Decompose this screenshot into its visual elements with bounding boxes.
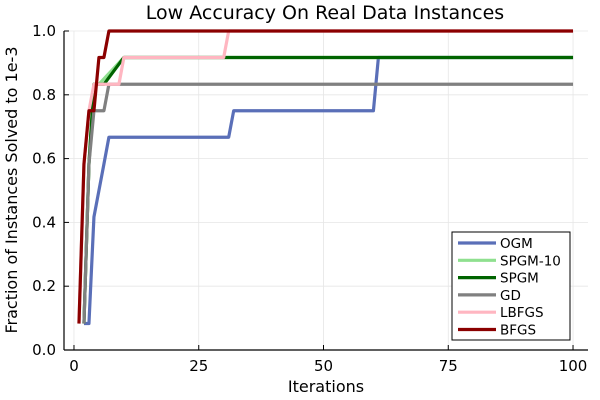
series-layer — [77, 29, 574, 326]
y-tick-label: 0.8 — [32, 86, 56, 104]
legend-label-spgm: SPGM — [500, 271, 539, 287]
x-tick-label: 50 — [314, 357, 333, 375]
legend-label-spgm-10: SPGM-10 — [500, 253, 561, 269]
legend-label-ogm: OGM — [500, 236, 533, 252]
y-ticks: 0.0 0.2 0.4 0.6 0.8 1.0 — [32, 22, 69, 359]
y-tick-label: 0.0 — [32, 341, 56, 359]
y-tick-label: 0.4 — [32, 213, 56, 231]
y-tick-label: 1.0 — [32, 22, 56, 40]
legend-box — [451, 231, 571, 341]
legend-label-gd: GD — [500, 288, 521, 304]
x-tick-label: 0 — [69, 357, 79, 375]
x-tick-label: 25 — [189, 357, 208, 375]
series-line-gd — [82, 82, 574, 324]
y-tick-label: 0.2 — [32, 277, 56, 295]
chart-title: Low Accuracy On Real Data Instances — [146, 2, 504, 24]
plot-frame — [63, 31, 588, 351]
legend-label-lbfgs: LBFGS — [500, 305, 544, 321]
y-axis-label: Fraction of Instances Solved to 1e-3 — [2, 46, 21, 333]
x-axis-label: Iterations — [288, 377, 364, 396]
x-ticks: 0 25 50 75 100 — [69, 345, 587, 375]
y-tick-label: 0.6 — [32, 150, 56, 168]
series-line-bfgs — [77, 29, 574, 324]
x-tick-label: 75 — [439, 357, 458, 375]
legend-label-bfgs: BFGS — [500, 323, 536, 339]
series-line-ogm — [83, 55, 574, 326]
x-tick-label: 100 — [559, 357, 588, 375]
